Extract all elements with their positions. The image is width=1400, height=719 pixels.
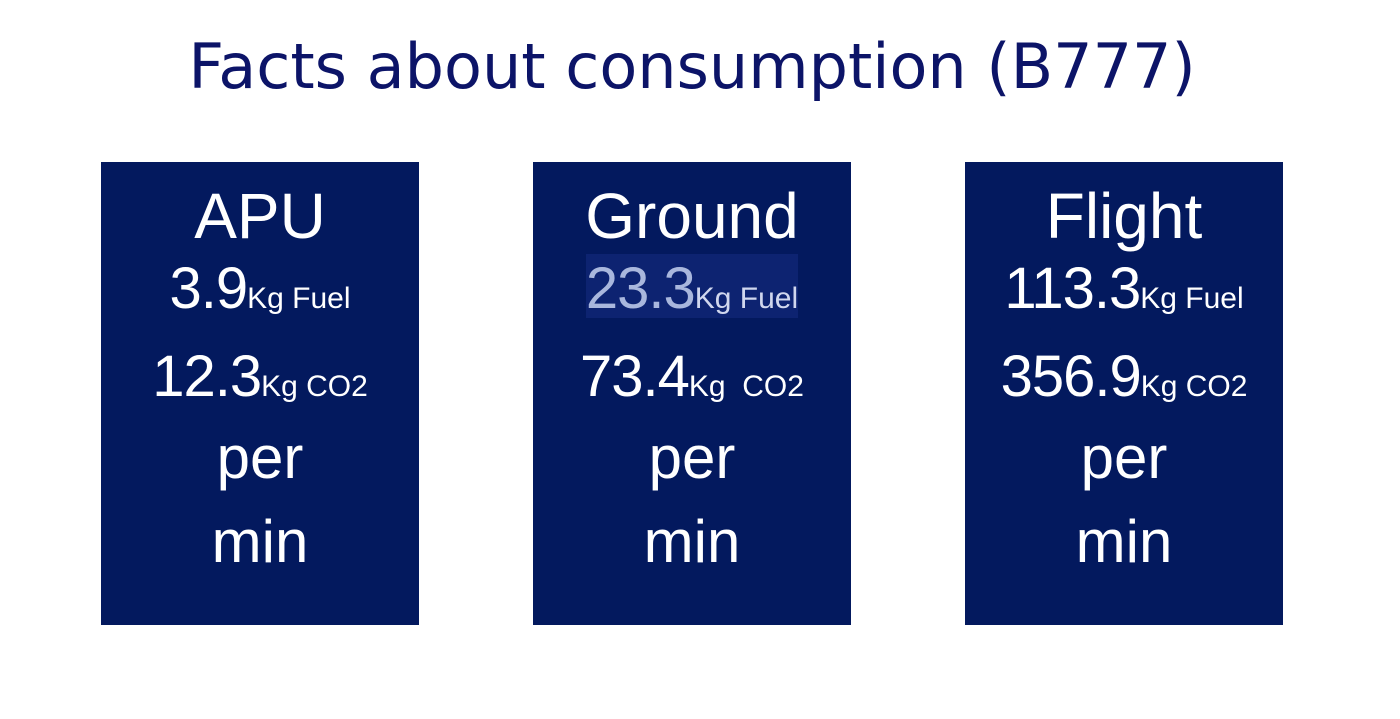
co2-unit: Kg CO2 xyxy=(261,372,368,402)
co2-value: 12.3 xyxy=(152,348,261,406)
fuel-metric: 113.3 Kg Fuel xyxy=(1004,254,1243,318)
co2-unit: Kg CO2 xyxy=(1141,372,1248,402)
card-heading: APU xyxy=(194,184,326,254)
card-ground: Ground 23.3 Kg Fuel 73.4 Kg CO2 per min xyxy=(533,162,851,625)
co2-metric: 356.9 Kg CO2 xyxy=(1001,318,1248,406)
page-title: Facts about consumption (B777) xyxy=(0,30,1384,104)
card-heading: Flight xyxy=(1046,184,1203,254)
fuel-value: 113.3 xyxy=(1004,260,1140,318)
fuel-value: 3.9 xyxy=(169,260,247,318)
min-label: min xyxy=(212,512,309,572)
co2-unit: Kg CO2 xyxy=(689,372,804,402)
fuel-metric-highlighted: 23.3 Kg Fuel xyxy=(586,254,798,318)
per-label: per xyxy=(649,428,736,488)
co2-metric: 73.4 Kg CO2 xyxy=(580,318,804,406)
co2-value: 356.9 xyxy=(1001,348,1141,406)
co2-metric: 12.3 Kg CO2 xyxy=(152,318,368,406)
fuel-unit: Kg Fuel xyxy=(695,284,798,314)
fuel-unit: Kg Fuel xyxy=(1140,284,1243,314)
card-heading: Ground xyxy=(585,184,798,254)
fuel-metric: 3.9 Kg Fuel xyxy=(169,254,350,318)
per-label: per xyxy=(217,428,304,488)
per-label: per xyxy=(1081,428,1168,488)
card-flight: Flight 113.3 Kg Fuel 356.9 Kg CO2 per min xyxy=(965,162,1283,625)
fuel-value: 23.3 xyxy=(586,260,695,318)
co2-value: 73.4 xyxy=(580,348,689,406)
min-label: min xyxy=(644,512,741,572)
card-apu: APU 3.9 Kg Fuel 12.3 Kg CO2 per min xyxy=(101,162,419,625)
fuel-unit: Kg Fuel xyxy=(247,284,350,314)
min-label: min xyxy=(1076,512,1173,572)
